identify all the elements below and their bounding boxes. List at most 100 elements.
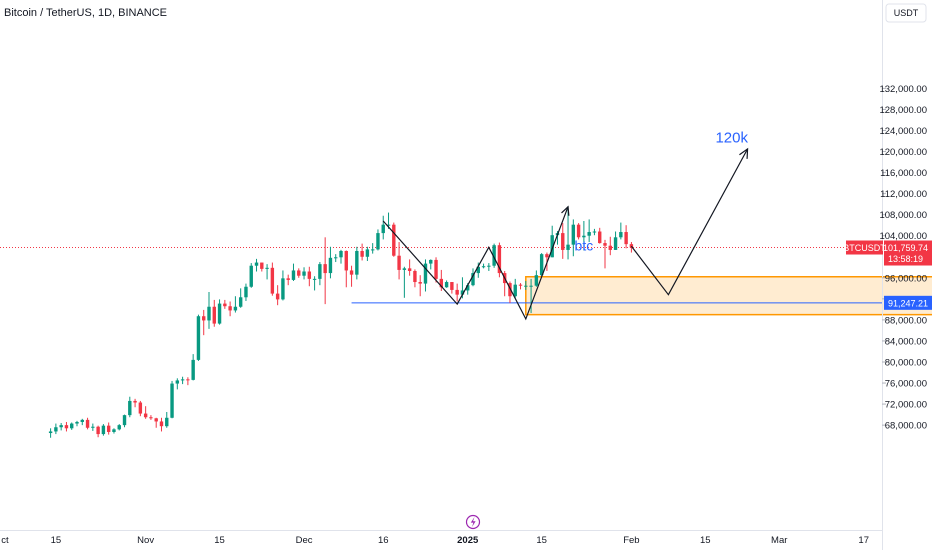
candle-body [286, 278, 290, 280]
candle-body [423, 263, 428, 284]
candle-body [159, 421, 164, 427]
candle-body [413, 270, 417, 283]
y-tick-label: 104,000.00 [879, 231, 927, 242]
y-tick-label: 80,000.00 [885, 357, 927, 368]
candle-body [534, 275, 539, 286]
candle-body [487, 265, 491, 267]
candle-body [355, 250, 359, 275]
candle-body [334, 257, 338, 259]
y-tick-label: 120,000.00 [879, 147, 927, 158]
candle-body [471, 273, 475, 286]
x-tick-label: 15 [214, 535, 225, 546]
pattern-path [382, 206, 569, 321]
candle-body [566, 244, 570, 250]
x-tick-label: 16 [378, 535, 389, 546]
support-zone [525, 276, 932, 316]
candle-body [497, 245, 502, 274]
candle-body [297, 270, 301, 276]
candle-body [318, 264, 322, 279]
candle-body [539, 254, 544, 276]
candle-body [339, 250, 343, 258]
candle-body [360, 250, 364, 257]
candle-body [48, 431, 53, 434]
candle-body [529, 285, 533, 287]
candle-body [598, 231, 602, 244]
candle-body [397, 255, 401, 270]
candle-body [608, 245, 612, 250]
candle-body [112, 429, 116, 432]
candle-body [455, 289, 459, 295]
x-tick-label: 15 [700, 535, 711, 546]
candle-body [260, 262, 264, 269]
candle-body [80, 419, 84, 422]
candle-body [85, 419, 90, 428]
candle-body [386, 224, 391, 226]
candle-body [275, 293, 280, 300]
candle-body [582, 235, 586, 238]
y-tick-label: 72,000.00 [885, 400, 927, 411]
candle-body [561, 233, 565, 250]
candle-body [202, 316, 206, 321]
candle-body [492, 245, 496, 266]
candle-body [122, 415, 127, 426]
candle-body [207, 306, 211, 321]
candle-body [450, 282, 454, 290]
candle-body [619, 232, 623, 238]
candle-body [291, 270, 296, 280]
candle-body [381, 224, 385, 234]
candle-body [96, 426, 100, 435]
candle-body [571, 224, 576, 245]
candle-body [439, 278, 444, 288]
y-tick-label: 68,000.00 [885, 421, 927, 432]
pattern-arrowhead [561, 205, 570, 216]
candle-body [165, 417, 169, 427]
candle-body [233, 306, 238, 311]
candle-body [307, 271, 312, 279]
candle-body [418, 282, 422, 284]
x-tick-label: 2025 [457, 535, 479, 546]
forecast-path [630, 148, 749, 296]
candle-body [312, 278, 317, 280]
candle-body [270, 267, 275, 294]
candle-body [149, 417, 153, 419]
countdown-label: 13:58:19 [888, 254, 923, 264]
last-price-label: 101,759.74 [883, 243, 928, 253]
symbol-label: BTCUSDT [843, 243, 886, 253]
candle-body [576, 224, 581, 238]
candle-body [191, 359, 195, 380]
y-tick-label: 112,000.00 [880, 189, 927, 200]
candle-body [143, 413, 148, 418]
candle-body [138, 402, 143, 414]
candle-body [217, 303, 222, 324]
candle-body [392, 224, 396, 256]
candle-body [508, 283, 512, 297]
annotation-btc: btc [575, 237, 594, 253]
support-price-badge [884, 295, 932, 310]
candle-body [603, 243, 607, 246]
drawings: 120k btc [382, 130, 749, 321]
x-tick-label: Mar [771, 535, 787, 546]
currency-selector[interactable]: USDT [885, 3, 927, 23]
last-price-badge [884, 240, 932, 266]
candle-body [466, 285, 470, 291]
candle-body [101, 425, 106, 435]
y-tick-label: 124,000.00 [879, 126, 927, 137]
candle-body [513, 284, 517, 297]
y-tick-label: 88,000.00 [885, 315, 927, 326]
candle-body [407, 268, 412, 271]
candle-body [323, 264, 327, 274]
candle-body [91, 426, 95, 428]
candle-body [117, 425, 121, 430]
x-tick-label: 15 [536, 535, 547, 546]
candle-body [244, 286, 248, 298]
candle-body [180, 379, 185, 381]
candle-body [59, 425, 63, 428]
event-flash-icon[interactable] [465, 514, 481, 530]
candle-body [370, 249, 375, 251]
candle-body [75, 421, 79, 424]
support-zone-layer [525, 276, 932, 316]
y-tick-label: 132,000.00 [879, 84, 927, 95]
candle-body [376, 233, 380, 250]
